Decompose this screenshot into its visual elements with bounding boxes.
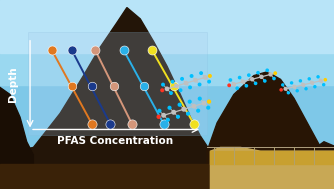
Point [171,111,176,114]
Point [167,106,172,109]
Point [129,122,135,125]
Point [286,91,291,94]
Point [271,77,277,80]
Point [206,80,212,83]
Point [108,122,113,125]
Point [256,71,261,74]
Point [315,75,321,78]
Point [174,84,179,88]
Point [303,87,309,90]
Point [160,83,166,86]
Point [240,80,246,83]
Point [237,76,242,79]
Point [205,106,211,109]
Point [89,84,95,88]
Point [178,89,183,92]
Point [93,49,98,52]
Point [69,84,74,88]
Point [244,84,249,87]
Point [289,81,294,84]
Polygon shape [0,0,334,85]
Point [307,77,312,80]
Point [298,79,303,82]
Point [262,79,268,82]
Point [183,82,189,85]
Point [149,49,155,52]
Point [185,112,191,115]
Point [226,84,232,87]
Bar [0,164,334,189]
Point [121,49,126,52]
Point [197,83,202,86]
Point [206,100,212,103]
Point [312,85,318,88]
FancyBboxPatch shape [28,32,207,135]
Point [318,79,324,82]
Point [201,102,207,105]
Point [279,88,284,91]
Point [265,69,270,72]
Point [207,74,212,77]
Point [246,74,252,77]
Polygon shape [210,147,334,189]
Point [175,115,181,118]
Text: Depth: Depth [8,66,18,102]
Polygon shape [210,144,267,189]
Polygon shape [0,8,217,189]
Point [165,118,171,121]
Point [273,72,278,75]
Point [253,82,258,85]
Point [189,74,194,77]
Point [228,78,233,81]
Point [161,114,166,117]
Polygon shape [0,85,33,189]
Point [202,76,208,79]
Point [49,49,54,52]
Point [161,122,166,125]
Point [191,122,196,125]
Point [179,77,185,80]
Point [69,49,74,52]
Point [181,108,186,111]
Text: PFAS Concentration: PFAS Concentration [57,136,173,146]
Point [177,103,182,106]
Point [259,75,264,78]
Point [89,122,95,125]
Point [187,100,192,103]
Polygon shape [210,151,334,164]
Point [268,73,273,76]
Point [195,109,201,112]
Point [198,72,204,75]
Polygon shape [207,72,334,189]
Point [323,78,328,81]
Point [170,80,175,83]
Point [295,89,300,92]
Point [309,81,315,84]
Point [321,83,326,86]
Point [283,87,288,90]
Polygon shape [301,142,334,189]
Point [197,97,202,100]
Point [234,87,240,90]
Point [111,84,116,88]
Point [249,78,255,81]
Point [280,83,286,86]
Point [156,115,161,118]
Point [292,85,297,88]
Point [193,79,198,82]
Point [171,84,176,88]
Point [168,92,174,95]
Point [141,84,146,88]
Point [164,87,170,90]
Point [231,83,236,86]
Point [187,86,193,89]
Point [191,105,197,108]
Point [301,83,306,86]
Polygon shape [0,0,334,53]
Point [160,89,165,92]
Point [157,109,162,112]
